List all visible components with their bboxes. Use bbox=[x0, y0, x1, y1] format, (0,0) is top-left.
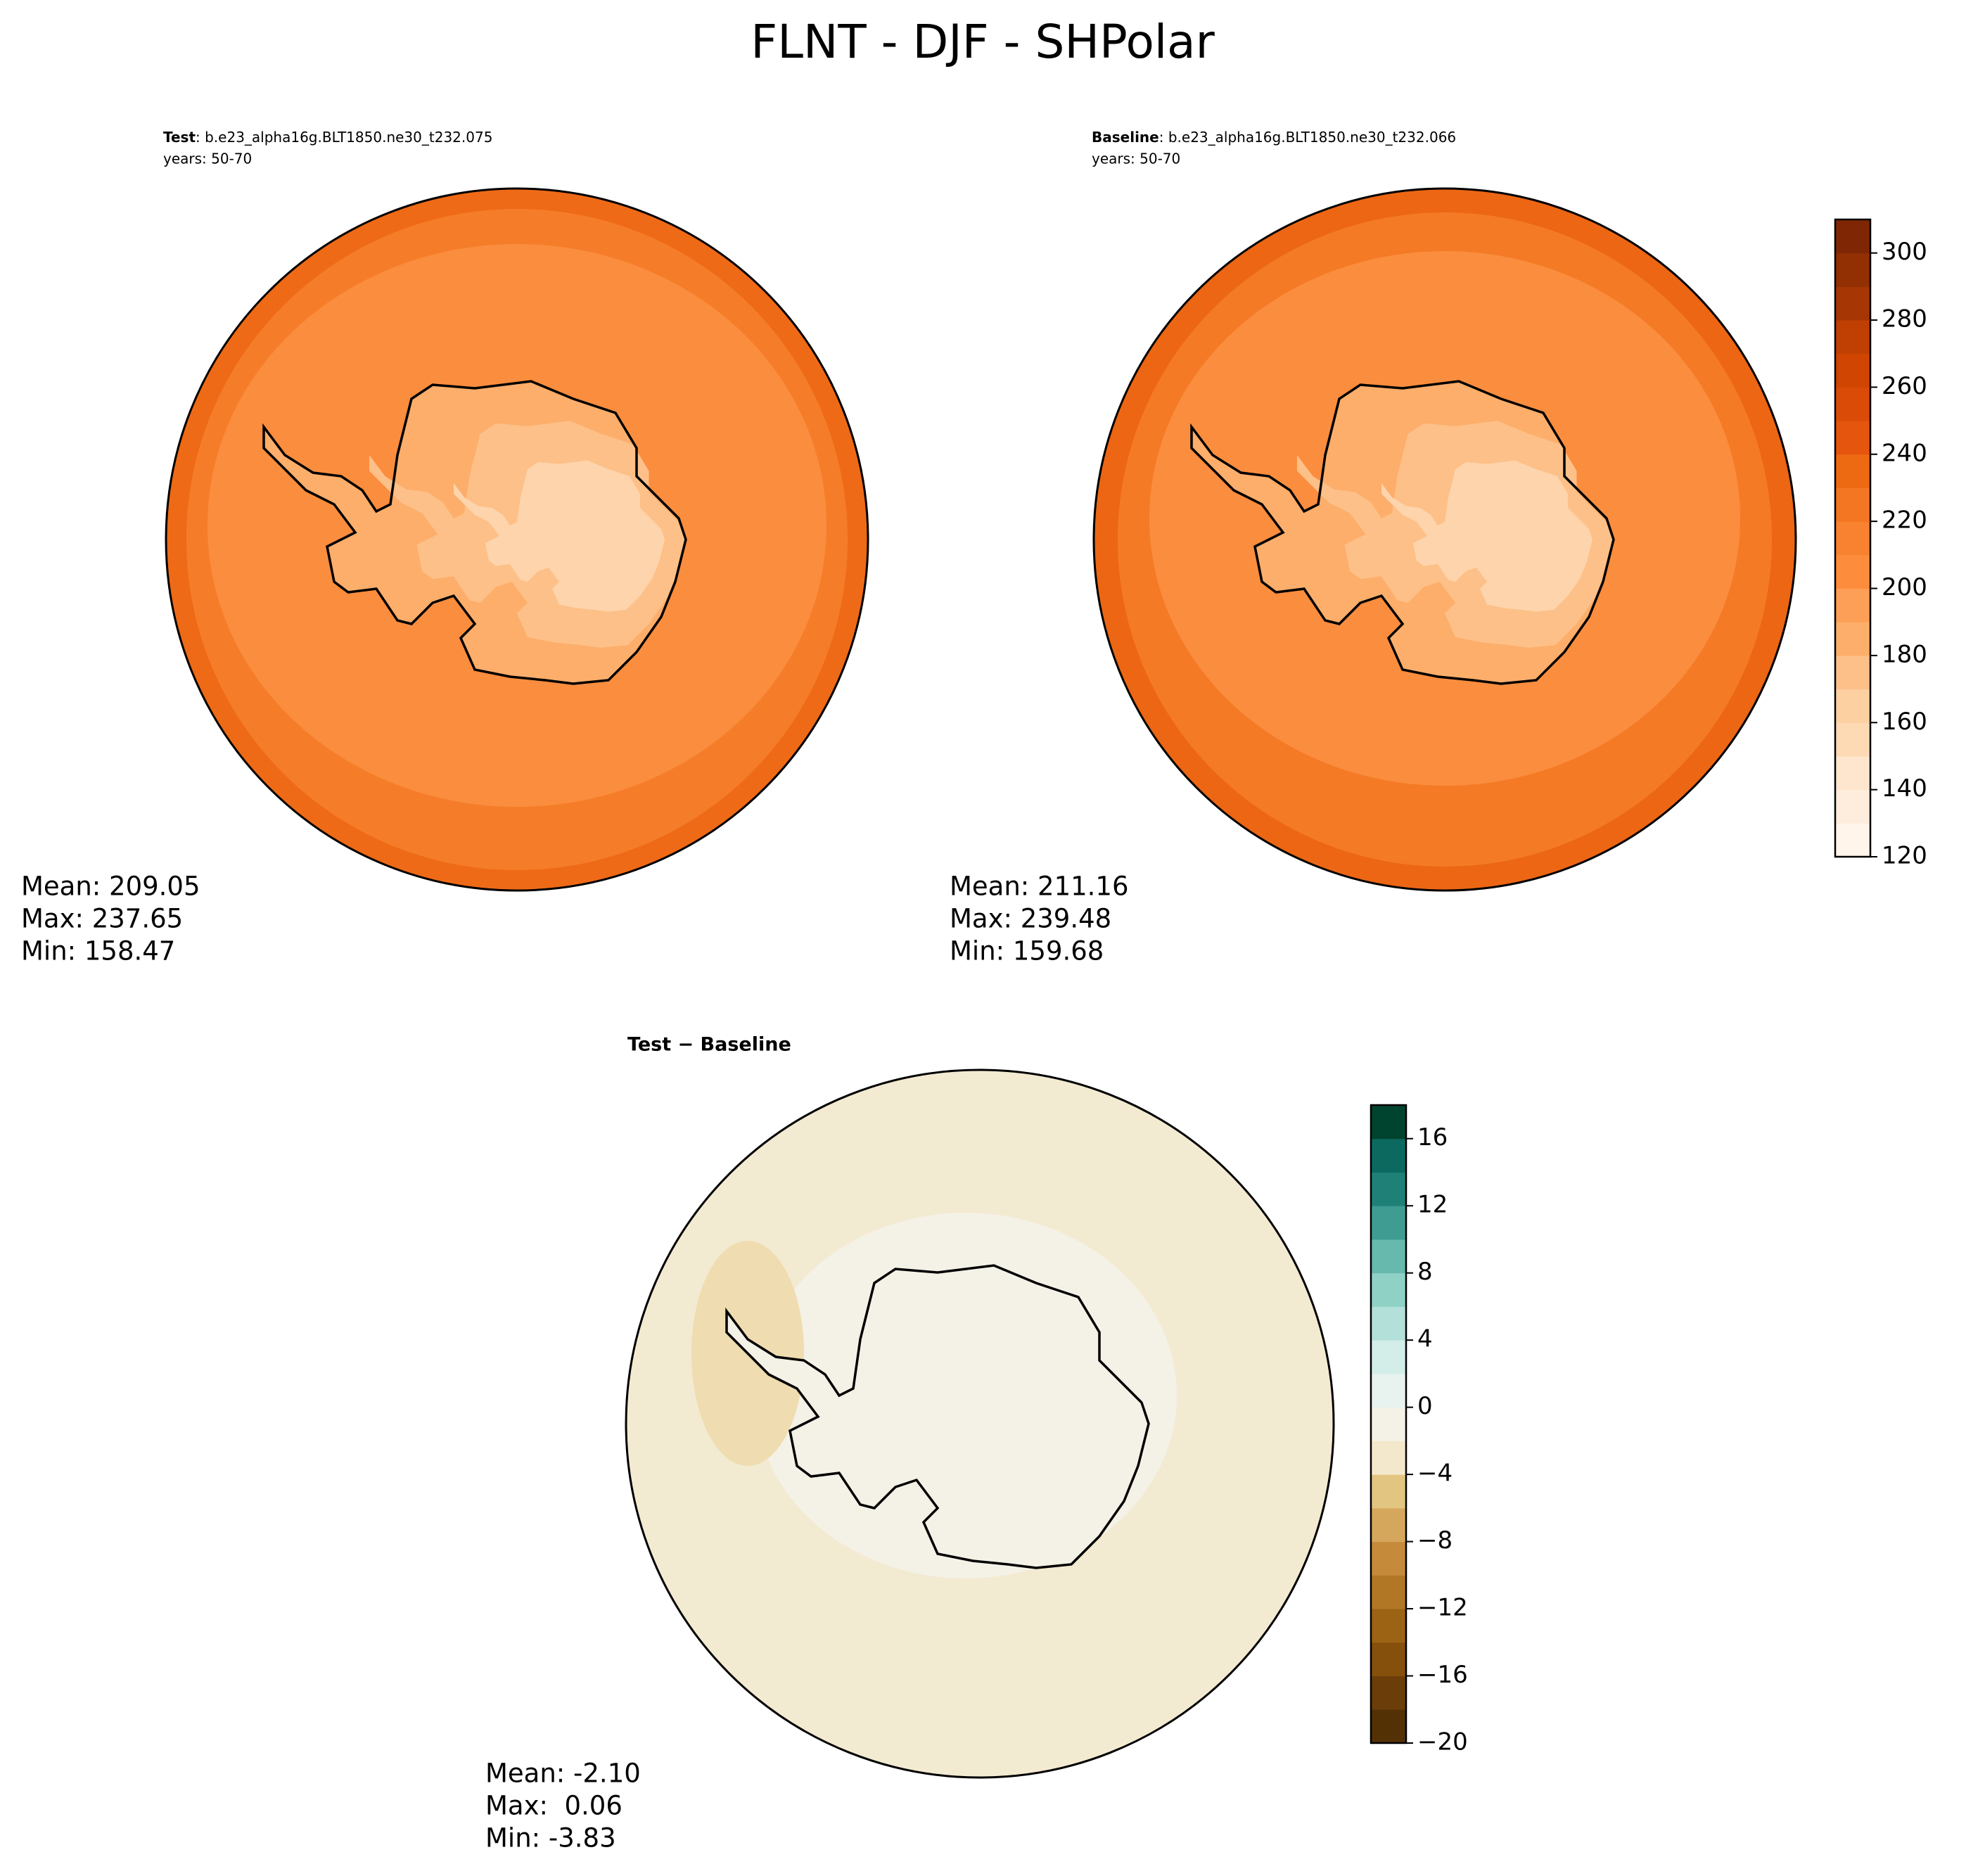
colorbar-tick-label: 12 bbox=[1417, 1191, 1448, 1219]
panel-case: : b.e23_alpha16g.BLT1850.ne30_t232.066 bbox=[1159, 129, 1456, 146]
colorbar-tick-label: −16 bbox=[1417, 1661, 1468, 1689]
colorbar-band bbox=[1371, 1441, 1406, 1475]
colorbar-band bbox=[1371, 1407, 1406, 1441]
colorbar-band bbox=[1835, 588, 1870, 623]
stat: Mean: 209.05 bbox=[21, 872, 200, 902]
colorbar-tick-label: 260 bbox=[1882, 372, 1927, 400]
colorbar-band bbox=[1371, 1575, 1406, 1609]
colorbar-band bbox=[1835, 655, 1870, 690]
colorbar-band bbox=[1835, 219, 1870, 254]
stat: Max: 237.65 bbox=[21, 904, 183, 934]
colorbar-band bbox=[1371, 1105, 1406, 1140]
colorbar-tick-label: 4 bbox=[1417, 1325, 1433, 1353]
colorbar-band bbox=[1835, 353, 1870, 388]
colorbar-tick-label: 120 bbox=[1882, 842, 1927, 870]
panel-name: Test bbox=[163, 129, 196, 146]
map bbox=[1092, 187, 1797, 892]
stat: Mean: 211.16 bbox=[950, 872, 1129, 902]
colorbar-band bbox=[1371, 1272, 1406, 1307]
colorbar-band bbox=[1835, 689, 1870, 723]
colorbar-band bbox=[1835, 454, 1870, 488]
stat: Mean: -2.10 bbox=[485, 1759, 641, 1789]
colorbar-band bbox=[1371, 1474, 1406, 1509]
colorbar-tick-label: 240 bbox=[1882, 439, 1927, 467]
colorbar-band bbox=[1835, 554, 1870, 589]
colorbar-tick-label: 160 bbox=[1882, 708, 1927, 736]
panel-years: years: 50-70 bbox=[1092, 151, 1180, 167]
colorbar-band bbox=[1371, 1138, 1406, 1173]
stat: Max: 0.06 bbox=[485, 1791, 623, 1821]
colorbar-tick-label: 280 bbox=[1882, 305, 1927, 333]
colorbar-band bbox=[1835, 755, 1870, 791]
colorbar-tick-label: −4 bbox=[1417, 1460, 1453, 1488]
colorbar-tick-label: 180 bbox=[1882, 640, 1927, 668]
panel-name: Baseline bbox=[1092, 129, 1159, 146]
colorbar-tick-label: −8 bbox=[1417, 1526, 1453, 1555]
stat: Min: 158.47 bbox=[21, 936, 175, 966]
colorbar-band bbox=[1371, 1507, 1406, 1543]
map bbox=[165, 187, 869, 892]
colorbar-tick-label: 16 bbox=[1417, 1123, 1448, 1151]
colorbar-tick-label: 8 bbox=[1417, 1258, 1433, 1286]
colorbar-band bbox=[1835, 823, 1870, 857]
panel-years: years: 50-70 bbox=[163, 151, 252, 167]
colorbar-tick-label: 200 bbox=[1882, 573, 1927, 601]
stat: Min: 159.68 bbox=[950, 936, 1104, 966]
colorbar-band bbox=[1371, 1642, 1406, 1677]
colorbar-band bbox=[1835, 320, 1870, 355]
colorbar-band bbox=[1371, 1206, 1406, 1240]
colorbar-band bbox=[1371, 1340, 1406, 1374]
colorbar-tick-label: −12 bbox=[1417, 1594, 1468, 1622]
colorbar-frame bbox=[1834, 218, 1872, 858]
colorbar-tick-label: 220 bbox=[1882, 506, 1927, 535]
colorbar-band bbox=[1835, 789, 1870, 824]
panel-header: Baseline: b.e23_alpha16g.BLT1850.ne30_t2… bbox=[1092, 129, 1456, 146]
colorbar-band bbox=[1835, 622, 1870, 656]
colorbar-frame bbox=[1370, 1104, 1408, 1744]
colorbar-band bbox=[1371, 1609, 1406, 1643]
colorbar-band bbox=[1835, 487, 1870, 522]
colorbar-band bbox=[1835, 421, 1870, 455]
panel-header: Test: b.e23_alpha16g.BLT1850.ne30_t232.0… bbox=[163, 129, 492, 146]
panel-case: : b.e23_alpha16g.BLT1850.ne30_t232.075 bbox=[196, 129, 492, 146]
colorbar-band bbox=[1371, 1709, 1406, 1744]
stat: Min: -3.83 bbox=[485, 1823, 616, 1853]
panel-name: Test − Baseline bbox=[627, 1034, 791, 1056]
colorbar-band bbox=[1835, 286, 1870, 321]
colorbar-band bbox=[1371, 1172, 1406, 1206]
colorbar-tick-label: 0 bbox=[1417, 1392, 1433, 1420]
colorbar-band bbox=[1371, 1306, 1406, 1341]
colorbar-band bbox=[1371, 1541, 1406, 1576]
colorbar-band bbox=[1371, 1373, 1406, 1408]
map bbox=[625, 1068, 1335, 1779]
colorbar-band bbox=[1835, 387, 1870, 421]
figure-title: FLNT - DJF - SHPolar bbox=[751, 15, 1215, 69]
colorbar-band bbox=[1835, 253, 1870, 287]
colorbar-tick-label: 300 bbox=[1882, 238, 1927, 266]
colorbar-band bbox=[1835, 722, 1870, 757]
colorbar-tick-label: −20 bbox=[1417, 1728, 1468, 1756]
stat: Max: 239.48 bbox=[950, 904, 1111, 934]
colorbar-band bbox=[1835, 521, 1870, 556]
colorbar-tick-label: 140 bbox=[1882, 774, 1927, 803]
colorbar-band bbox=[1371, 1239, 1406, 1274]
colorbar-band bbox=[1371, 1676, 1406, 1710]
